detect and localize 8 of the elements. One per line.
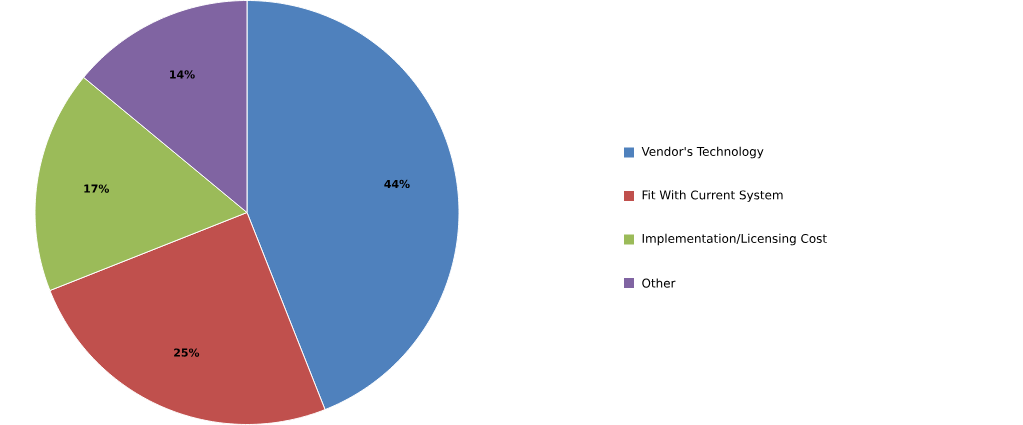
legend-label: Implementation/Licensing Cost bbox=[642, 233, 827, 246]
legend-label: Fit With Current System bbox=[642, 190, 783, 202]
legend-label: Other bbox=[642, 278, 676, 288]
data-label: 14% bbox=[170, 70, 195, 79]
data-label: 44% bbox=[384, 179, 410, 189]
data-label: 25% bbox=[174, 348, 200, 357]
data-label: 17% bbox=[84, 184, 110, 193]
legend-label: Vendor's Technology bbox=[641, 146, 764, 159]
